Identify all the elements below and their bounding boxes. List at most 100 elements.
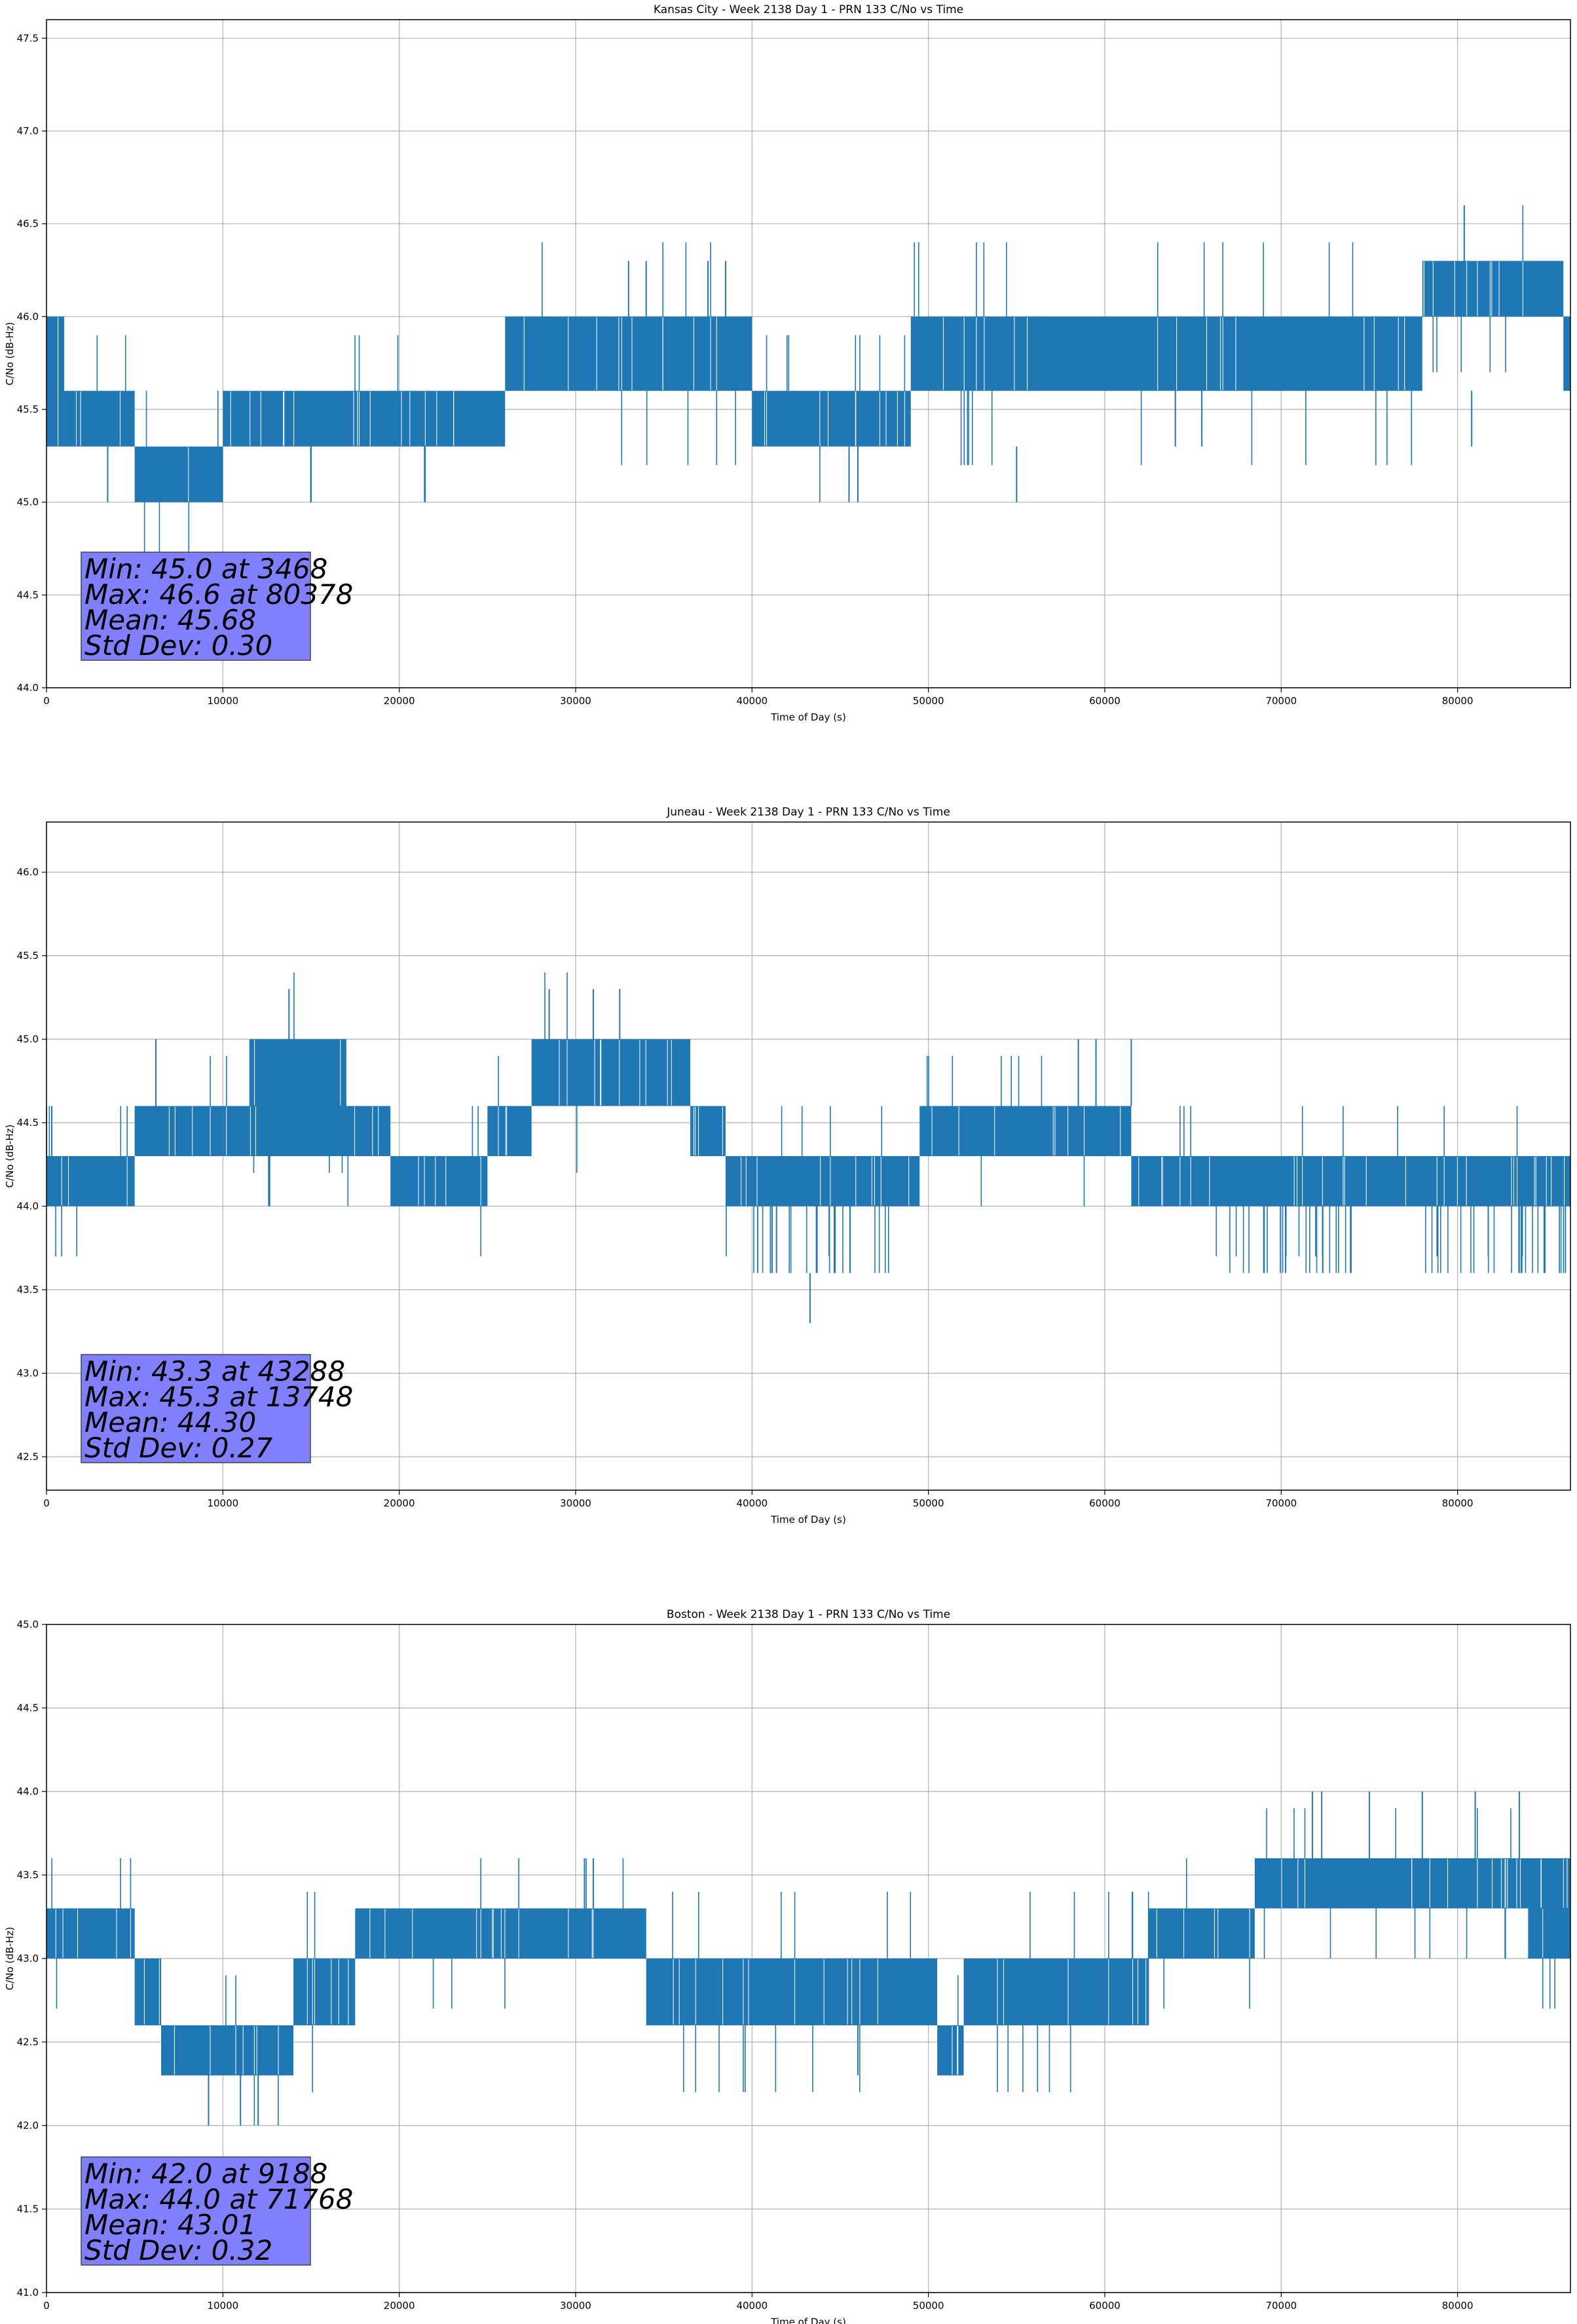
trace-band <box>64 390 135 447</box>
trace-band <box>223 390 311 447</box>
x-tick-label: 80000 <box>1442 695 1474 707</box>
x-tick-label: 80000 <box>1442 1497 1474 1509</box>
x-tick-label: 20000 <box>384 1497 415 1509</box>
y-tick-label: 43.0 <box>17 1953 39 1964</box>
trace-band <box>293 1959 356 2025</box>
trace-band <box>575 316 752 391</box>
stats-max: Max: 45.3 at 13748 <box>84 1381 353 1413</box>
trace-band <box>487 1106 532 1156</box>
plot-frame <box>46 1624 1571 2293</box>
trace-band <box>752 390 911 447</box>
x-axis-label: Time of Day (s) <box>770 2316 846 2324</box>
x-tick-label: 70000 <box>1265 695 1297 707</box>
stats-box <box>81 552 311 661</box>
trace-band <box>963 1959 1149 2025</box>
x-tick-label: 40000 <box>736 695 768 707</box>
stats-box <box>81 2156 311 2266</box>
trace-band <box>249 1039 346 1106</box>
y-tick-label: 43.0 <box>17 1368 39 1379</box>
y-tick-label: 46.0 <box>17 310 39 322</box>
y-axis-label: C/No (dB-Hz) <box>4 1927 16 1991</box>
y-tick-label: 44.5 <box>17 1117 39 1129</box>
trace-band <box>134 446 223 502</box>
trace-band <box>161 2025 294 2076</box>
x-tick-label: 50000 <box>913 1497 944 1509</box>
stats-std: Std Dev: 0.27 <box>84 1432 272 1464</box>
x-tick-label: 10000 <box>207 695 238 707</box>
y-tick-label: 47.5 <box>17 32 39 44</box>
x-tick-label: 0 <box>43 2300 50 2312</box>
trace-band <box>690 1106 726 1156</box>
y-tick-label: 47.0 <box>17 125 39 137</box>
x-tick-label: 60000 <box>1089 695 1121 707</box>
stats-mean: Mean: 44.30 <box>84 1406 256 1438</box>
x-tick-label: 20000 <box>384 2300 415 2312</box>
plot-frame <box>46 19 1571 688</box>
trace-band <box>1104 316 1422 391</box>
y-tick-label: 41.5 <box>17 2203 39 2215</box>
data-series <box>46 1791 1570 2126</box>
x-tick-label: 50000 <box>913 2300 944 2312</box>
x-tick-label: 10000 <box>207 1497 238 1509</box>
x-tick-label: 30000 <box>560 2300 591 2312</box>
trace-band <box>1254 1858 1570 1909</box>
data-series <box>46 205 1570 558</box>
stats-min: Min: 45.0 at 3468 <box>84 553 327 585</box>
x-tick-label: 30000 <box>560 1497 591 1509</box>
y-tick-label: 46.5 <box>17 218 39 230</box>
trace-band <box>46 316 64 447</box>
data-series <box>46 972 1570 1323</box>
stats-max: Max: 46.6 at 80378 <box>84 578 353 610</box>
stats-min: Min: 42.0 at 9188 <box>84 2158 327 2190</box>
chart-title: Boston - Week 2138 Day 1 - PRN 133 C/No … <box>667 1608 950 1621</box>
stats-max: Max: 44.0 at 71768 <box>84 2183 353 2215</box>
x-tick-label: 30000 <box>560 695 591 707</box>
y-tick-label: 43.5 <box>17 1869 39 1881</box>
trace-band <box>531 1039 691 1106</box>
y-tick-label: 45.0 <box>17 1619 39 1630</box>
stats-mean: Mean: 45.68 <box>84 604 256 636</box>
y-axis-label: C/No (dB-Hz) <box>4 1125 16 1188</box>
trace-band <box>46 1156 135 1207</box>
y-tick-label: 45.0 <box>17 1034 39 1045</box>
x-tick-label: 10000 <box>207 2300 238 2312</box>
y-tick-label: 42.5 <box>17 1451 39 1463</box>
x-tick-label: 40000 <box>736 2300 768 2312</box>
trace-band <box>1422 261 1564 317</box>
y-tick-label: 45.0 <box>17 497 39 508</box>
trace-band <box>355 1908 646 1959</box>
stats-mean: Mean: 43.01 <box>84 2209 256 2241</box>
trace-band <box>1131 1156 1570 1207</box>
chart-panel: Boston - Week 2138 Day 1 - PRN 133 C/No … <box>4 1608 1571 2324</box>
chart-title: Juneau - Week 2138 Day 1 - PRN 133 C/No … <box>666 806 950 819</box>
stats-min: Min: 43.3 at 43288 <box>84 1355 345 1387</box>
trace-band <box>646 1959 938 2025</box>
trace-band <box>134 1106 223 1156</box>
trace-band <box>134 1959 162 2025</box>
chart-panel: Kansas City - Week 2138 Day 1 - PRN 133 … <box>4 3 1571 723</box>
y-tick-label: 42.0 <box>17 2120 39 2131</box>
trace-band <box>390 1156 488 1207</box>
x-tick-label: 0 <box>43 695 50 707</box>
trace-band <box>505 316 576 391</box>
y-tick-label: 45.5 <box>17 403 39 415</box>
x-axis-label: Time of Day (s) <box>770 711 846 723</box>
y-axis-label: C/No (dB-Hz) <box>4 322 16 386</box>
y-tick-label: 44.0 <box>17 1786 39 1797</box>
x-axis-label: Time of Day (s) <box>770 1514 846 1526</box>
trace-band <box>919 1106 1132 1156</box>
y-tick-label: 44.0 <box>17 682 39 694</box>
y-tick-label: 44.5 <box>17 589 39 601</box>
x-tick-label: 20000 <box>384 695 415 707</box>
stats-box <box>81 1354 311 1463</box>
trace-band <box>937 2025 964 2076</box>
x-tick-label: 70000 <box>1265 2300 1297 2312</box>
stats-std: Std Dev: 0.30 <box>84 629 272 662</box>
y-tick-label: 44.5 <box>17 1702 39 1714</box>
x-tick-label: 60000 <box>1089 1497 1121 1509</box>
x-tick-label: 80000 <box>1442 2300 1474 2312</box>
chart-title: Kansas City - Week 2138 Day 1 - PRN 133 … <box>654 3 963 16</box>
x-tick-label: 70000 <box>1265 1497 1297 1509</box>
x-tick-label: 0 <box>43 1497 50 1509</box>
